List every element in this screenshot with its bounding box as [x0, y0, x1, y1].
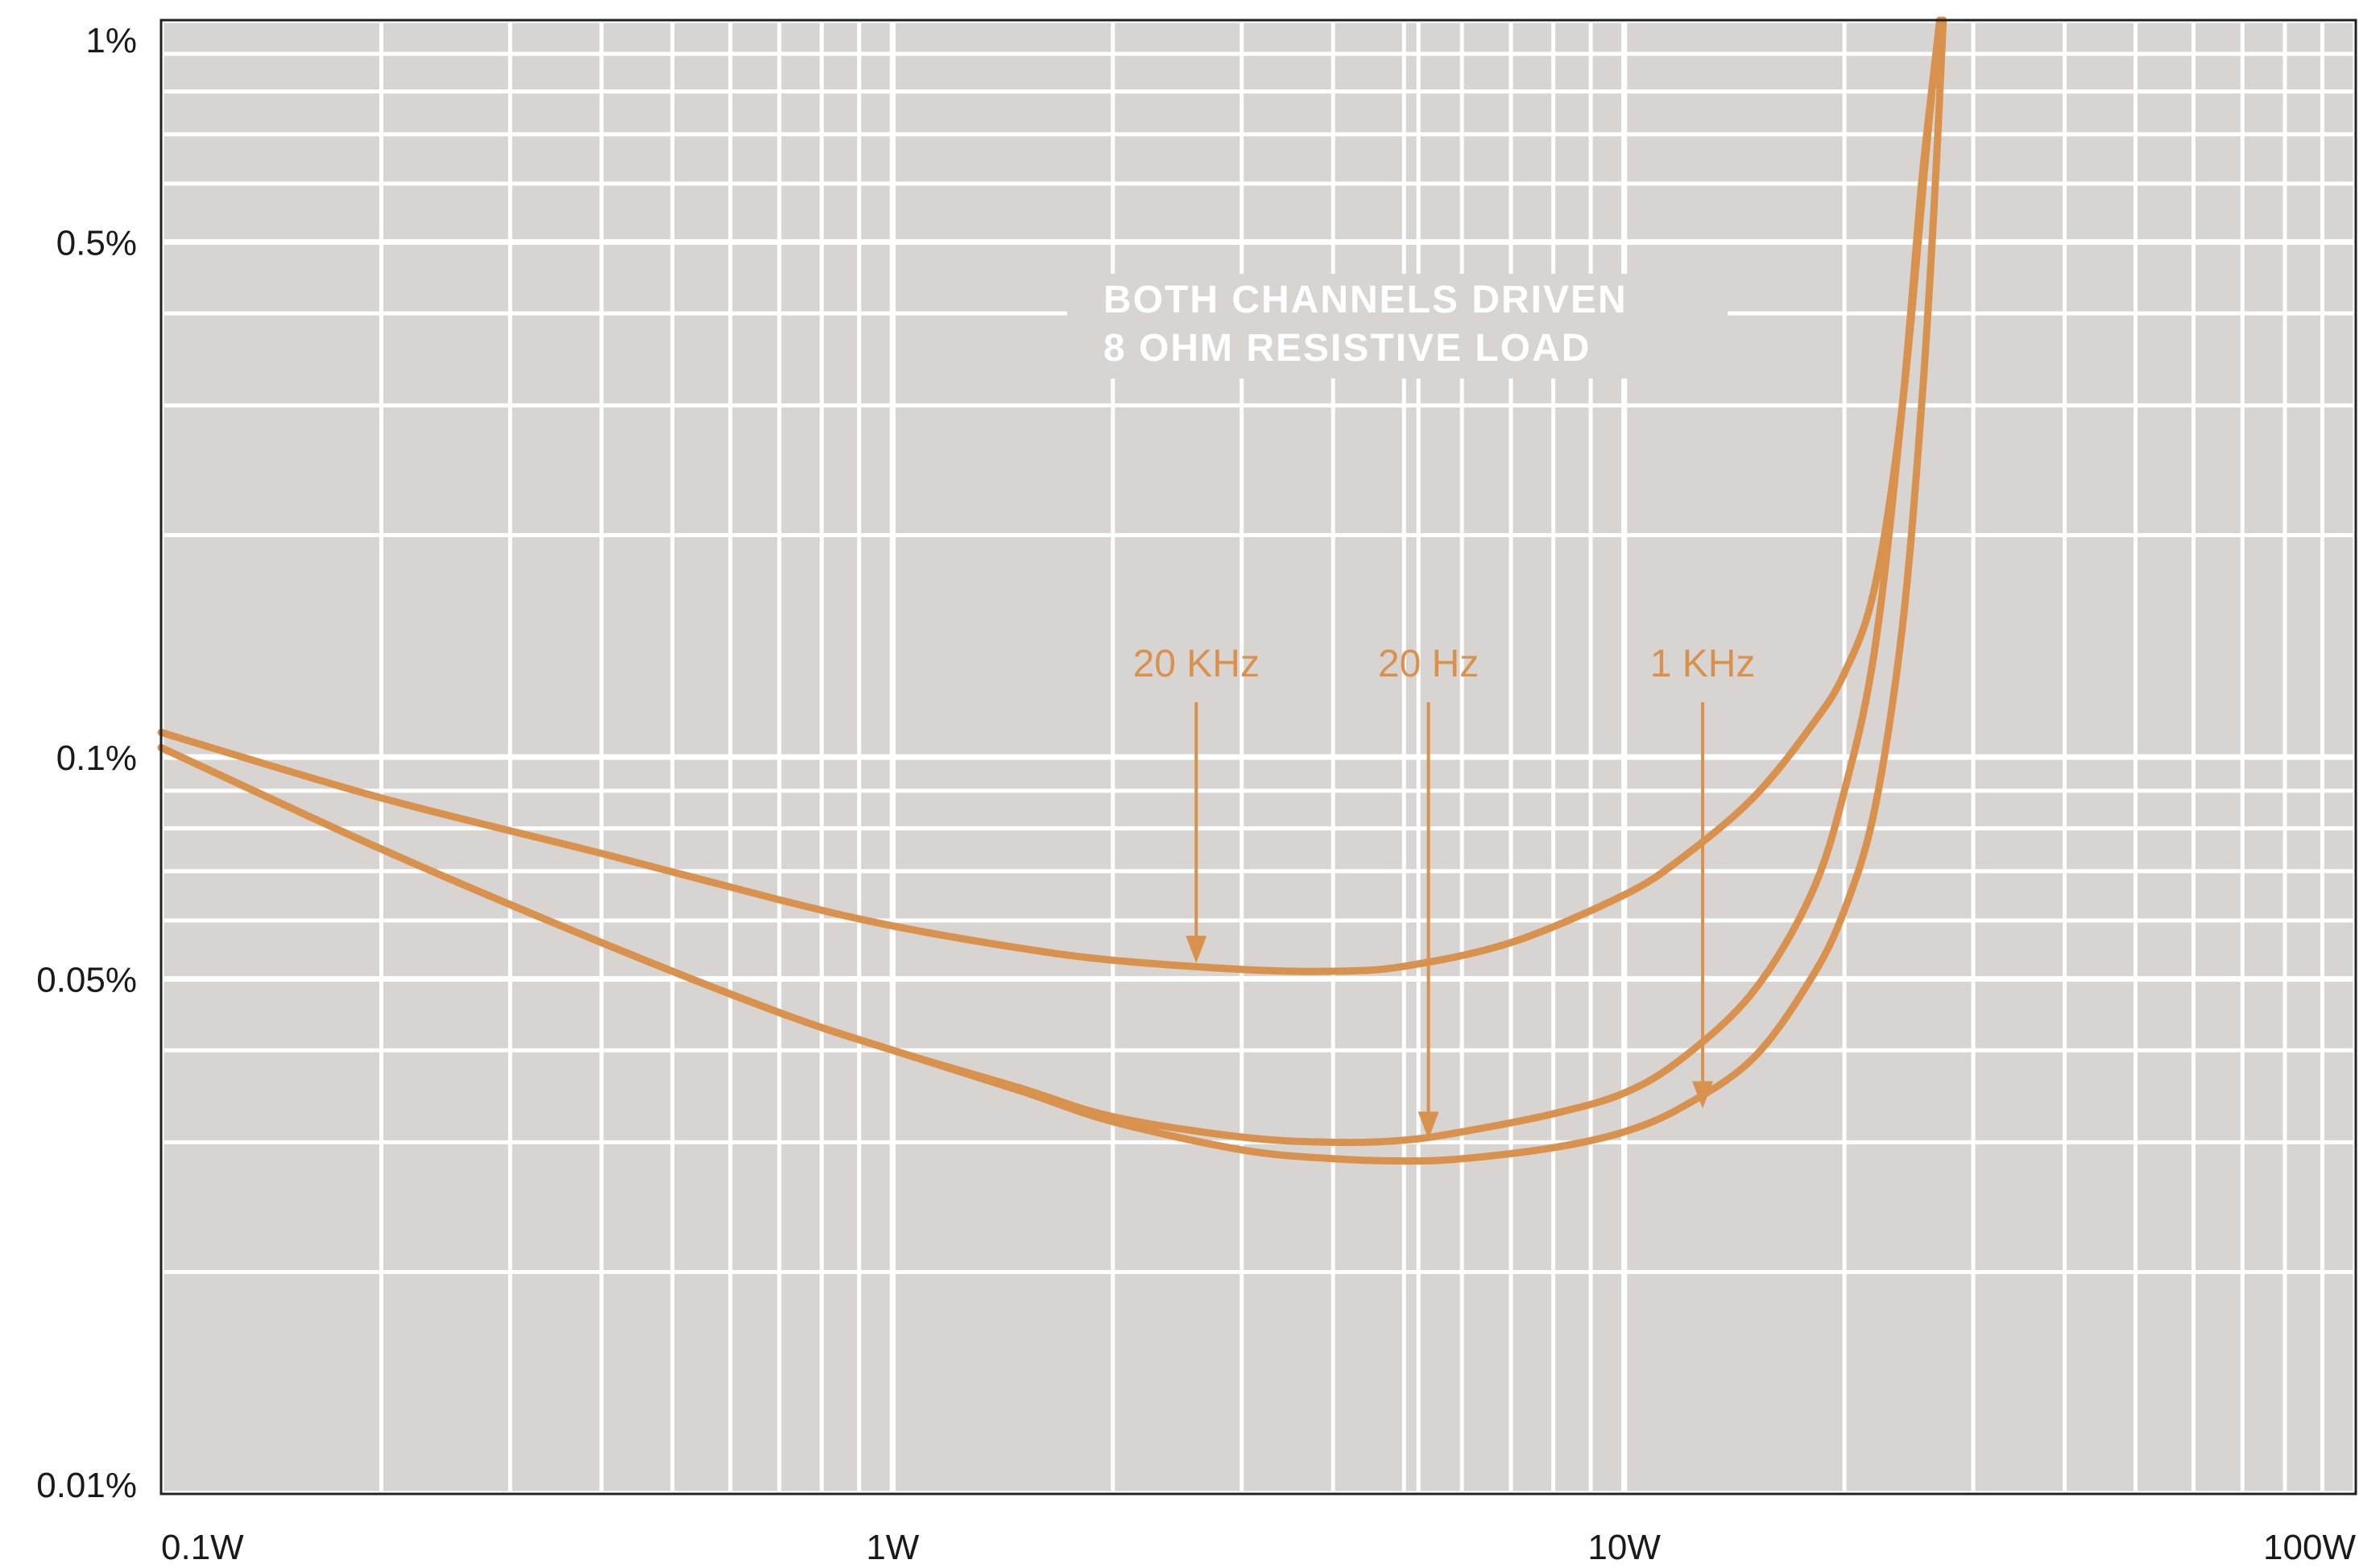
- series-label-1: 20 KHz: [1133, 643, 1260, 685]
- y-tick-label: 1%: [85, 21, 137, 60]
- y-tick-label: 0.1%: [56, 738, 137, 778]
- series-label-2: 20 Hz: [1378, 643, 1479, 685]
- y-tick-label: 0.05%: [36, 960, 137, 999]
- x-tick-label: 10W: [1587, 1528, 1661, 1567]
- annotation-line-1: BOTH CHANNELS DRIVEN: [1103, 279, 1628, 321]
- annotation-box: BOTH CHANNELS DRIVEN 8 OHM RESISTIVE LOA…: [1067, 274, 1728, 379]
- x-tick-label: 0.1W: [161, 1528, 244, 1567]
- series-label-3: 1 KHz: [1650, 643, 1756, 685]
- y-tick-label: 0.01%: [36, 1466, 137, 1505]
- y-tick-labels: 1% 0.5% 0.1% 0.05% 0.01%: [36, 21, 137, 1505]
- y-tick-label: 0.5%: [56, 223, 137, 263]
- x-tick-label: 100W: [2263, 1528, 2356, 1567]
- annotation-line-2: 8 OHM RESISTIVE LOAD: [1103, 327, 1591, 370]
- x-tick-labels: 0.1W 1W 10W 100W: [161, 1528, 2356, 1567]
- x-tick-label: 1W: [866, 1528, 919, 1567]
